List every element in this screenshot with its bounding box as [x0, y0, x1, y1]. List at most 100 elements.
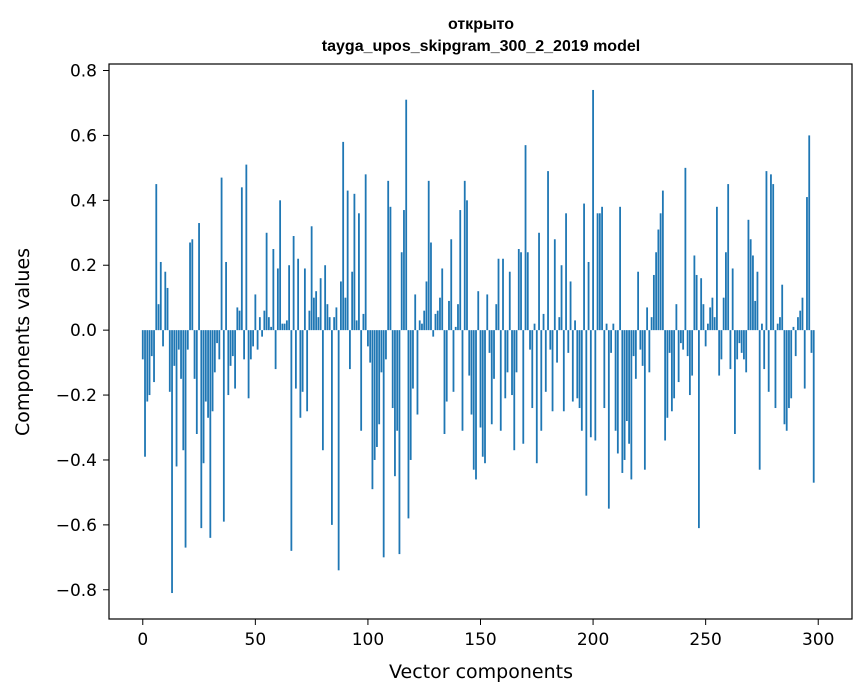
bar	[279, 200, 282, 331]
bar	[355, 320, 358, 331]
bar	[738, 330, 741, 344]
x-axis-label: Vector components	[389, 661, 573, 683]
bar	[394, 330, 396, 477]
bar	[148, 330, 151, 396]
bar	[441, 268, 444, 331]
bar	[231, 330, 234, 357]
bar	[450, 239, 453, 331]
bar	[643, 330, 646, 470]
bar	[459, 210, 462, 331]
bar	[497, 258, 500, 331]
bar	[511, 330, 513, 396]
bar	[321, 330, 324, 451]
bar	[698, 330, 700, 529]
bar	[535, 330, 538, 464]
bar	[693, 255, 696, 331]
bar	[508, 271, 511, 331]
bar	[180, 330, 182, 379]
bar	[308, 310, 311, 331]
bar	[371, 330, 374, 490]
bar	[283, 323, 286, 331]
bar	[265, 232, 268, 331]
bar	[720, 330, 723, 360]
bar	[574, 320, 576, 331]
bar	[630, 330, 633, 480]
bars-group	[141, 89, 815, 594]
bar	[619, 206, 621, 331]
bar	[175, 330, 178, 467]
bar	[774, 330, 777, 409]
chart-title: открыто	[448, 16, 514, 33]
bar	[153, 330, 155, 383]
bar	[319, 278, 322, 331]
bar	[177, 330, 180, 350]
bar	[725, 252, 727, 331]
bar	[657, 229, 660, 331]
bar	[234, 330, 236, 389]
bar	[605, 323, 608, 331]
bar	[565, 213, 567, 331]
bar	[245, 164, 248, 331]
bar	[358, 213, 360, 331]
bar	[346, 190, 349, 331]
bar	[258, 317, 261, 331]
bar	[436, 310, 439, 331]
bar	[405, 99, 408, 331]
bar	[364, 174, 367, 331]
bar	[686, 330, 689, 357]
bar	[592, 89, 594, 331]
bar	[200, 330, 203, 529]
bar	[650, 317, 653, 331]
bar	[790, 330, 793, 399]
bar	[607, 330, 610, 509]
bar	[594, 330, 597, 441]
bar	[141, 330, 144, 360]
bar	[549, 330, 552, 350]
bar	[562, 330, 565, 412]
bar	[166, 287, 169, 331]
bar	[312, 297, 315, 331]
bar	[637, 271, 640, 331]
bar	[213, 330, 216, 373]
bar	[382, 330, 385, 558]
bar	[186, 330, 189, 350]
bar	[403, 210, 405, 331]
bar	[781, 284, 784, 331]
bar	[792, 326, 795, 331]
bar	[709, 307, 712, 331]
bar	[427, 180, 430, 331]
bar	[425, 281, 428, 331]
bar	[596, 213, 599, 331]
bar	[538, 232, 540, 331]
bar	[389, 206, 392, 331]
bar	[772, 184, 775, 331]
bar	[400, 252, 403, 331]
bar	[209, 330, 212, 538]
bar	[529, 330, 531, 350]
bar	[488, 330, 491, 353]
bar	[603, 330, 606, 409]
bar	[797, 317, 799, 331]
bar	[664, 330, 667, 441]
bar	[522, 330, 525, 444]
bar	[461, 330, 464, 431]
bar	[157, 304, 160, 331]
bar	[144, 330, 146, 457]
bar	[301, 330, 304, 392]
bar	[691, 330, 694, 376]
bar	[610, 330, 612, 353]
bar	[412, 330, 414, 389]
bar	[652, 274, 655, 331]
bar	[648, 330, 651, 373]
bar	[614, 330, 617, 431]
bar	[526, 252, 529, 331]
bar	[634, 330, 637, 379]
bar	[779, 317, 781, 331]
bar	[261, 330, 263, 337]
bar	[396, 330, 399, 431]
y-tick-label: 0.8	[70, 61, 97, 81]
bar	[688, 330, 691, 396]
bar	[272, 249, 275, 331]
bar	[785, 330, 788, 431]
